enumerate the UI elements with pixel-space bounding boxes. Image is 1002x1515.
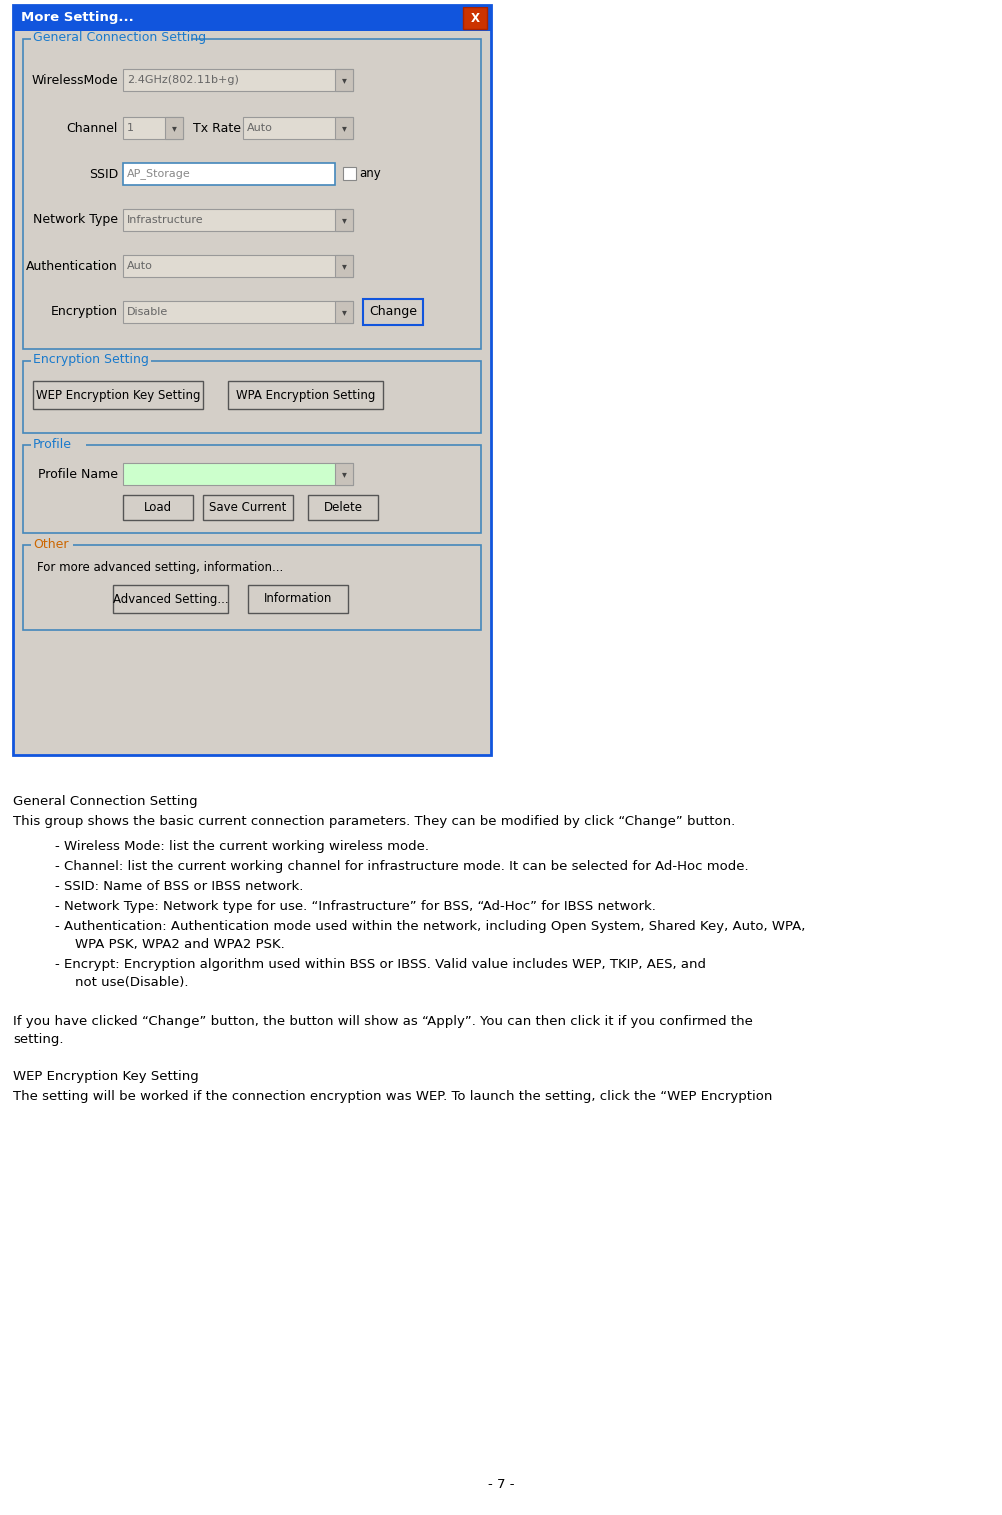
Text: Delete: Delete — [324, 501, 362, 514]
Text: not use(Disable).: not use(Disable). — [75, 976, 188, 989]
Text: - Channel: list the current working channel for infrastructure mode. It can be s: - Channel: list the current working chan… — [55, 861, 747, 873]
Text: any: any — [359, 168, 381, 180]
Bar — [227, 380, 383, 409]
Text: More Setting...: More Setting... — [21, 12, 133, 24]
Text: - Encrypt: Encryption algorithm used within BSS or IBSS. Valid value includes WE: - Encrypt: Encryption algorithm used wit… — [55, 957, 705, 971]
Bar — [335, 255, 353, 277]
Bar — [113, 585, 227, 614]
Text: Tx Rate: Tx Rate — [192, 121, 240, 135]
Bar — [33, 380, 202, 409]
Text: If you have clicked “Change” button, the button will show as “Apply”. You can th: If you have clicked “Change” button, the… — [13, 1015, 753, 1029]
Bar — [13, 5, 491, 30]
Text: - 7 -: - 7 - — [488, 1479, 514, 1491]
Bar — [23, 545, 481, 630]
Bar — [123, 117, 182, 139]
Bar — [335, 301, 353, 323]
Text: 2.4GHz(802.11b+g): 2.4GHz(802.11b+g) — [127, 76, 238, 85]
Bar — [123, 70, 353, 91]
Text: General Connection Setting: General Connection Setting — [13, 795, 197, 807]
Text: - Authentication: Authentication mode used within the network, including Open Sy: - Authentication: Authentication mode us… — [55, 920, 805, 933]
Text: The setting will be worked if the connection encryption was WEP. To launch the s: The setting will be worked if the connec… — [13, 1089, 772, 1103]
Bar — [363, 298, 423, 326]
Bar — [123, 209, 353, 230]
Bar — [123, 301, 353, 323]
Text: General Connection Setting: General Connection Setting — [33, 32, 206, 44]
Text: - SSID: Name of BSS or IBSS network.: - SSID: Name of BSS or IBSS network. — [55, 880, 303, 892]
Text: Profile: Profile — [33, 438, 72, 450]
Text: Authentication: Authentication — [26, 259, 118, 273]
Text: 1: 1 — [127, 123, 134, 133]
Bar — [123, 164, 335, 185]
Text: WPA PSK, WPA2 and WPA2 PSK.: WPA PSK, WPA2 and WPA2 PSK. — [75, 938, 285, 951]
Bar — [123, 464, 353, 485]
Bar — [123, 495, 192, 520]
Text: Infrastructure: Infrastructure — [127, 215, 203, 226]
Bar — [13, 30, 491, 754]
Bar — [23, 39, 481, 348]
Text: ▾: ▾ — [342, 123, 346, 133]
Bar — [335, 209, 353, 230]
Bar — [31, 353, 151, 370]
Text: Network Type: Network Type — [33, 214, 118, 227]
Text: SSID: SSID — [88, 168, 118, 180]
Text: setting.: setting. — [13, 1033, 63, 1045]
Text: This group shows the basic current connection parameters. They can be modified b: This group shows the basic current conne… — [13, 815, 734, 829]
Text: Information: Information — [264, 592, 332, 606]
Text: X: X — [470, 12, 479, 24]
Bar — [165, 117, 182, 139]
Text: Channel: Channel — [66, 121, 118, 135]
Text: - Network Type: Network type for use. “Infrastructure” for BSS, “Ad-Hoc” for IBS: - Network Type: Network type for use. “I… — [55, 900, 655, 914]
Text: - Wireless Mode: list the current working wireless mode.: - Wireless Mode: list the current workin… — [55, 839, 429, 853]
Text: ▾: ▾ — [342, 470, 346, 479]
Text: For more advanced setting, information...: For more advanced setting, information..… — [37, 561, 283, 574]
Text: Advanced Setting...: Advanced Setting... — [112, 592, 228, 606]
Text: WEP Encryption Key Setting: WEP Encryption Key Setting — [36, 388, 200, 401]
Bar — [123, 255, 353, 277]
Text: Profile Name: Profile Name — [38, 468, 118, 480]
Bar — [242, 117, 353, 139]
Text: Auto: Auto — [246, 123, 273, 133]
Bar — [463, 8, 487, 29]
Bar — [31, 536, 73, 553]
Text: Encryption: Encryption — [51, 306, 118, 318]
Text: WEP Encryption Key Setting: WEP Encryption Key Setting — [13, 1070, 198, 1083]
Bar — [23, 361, 481, 433]
Text: Other: Other — [33, 538, 68, 550]
Text: ▾: ▾ — [342, 76, 346, 85]
Bar — [247, 585, 348, 614]
Text: Auto: Auto — [127, 261, 152, 271]
Text: WPA Encryption Setting: WPA Encryption Setting — [235, 388, 375, 401]
Bar — [23, 445, 481, 533]
Bar — [13, 5, 491, 754]
Text: Save Current: Save Current — [209, 501, 287, 514]
Text: WirelessMode: WirelessMode — [31, 74, 118, 86]
Text: Disable: Disable — [127, 308, 168, 317]
Text: ▾: ▾ — [171, 123, 176, 133]
Text: AP_Storage: AP_Storage — [127, 168, 190, 179]
Bar — [202, 495, 293, 520]
Text: Encryption Setting: Encryption Setting — [33, 353, 148, 367]
Bar — [335, 70, 353, 91]
Bar — [335, 117, 353, 139]
Bar — [31, 436, 86, 453]
Text: Load: Load — [144, 501, 172, 514]
Text: ▾: ▾ — [342, 261, 346, 271]
Bar — [335, 464, 353, 485]
Bar — [31, 30, 190, 47]
Bar — [343, 167, 356, 180]
Text: ▾: ▾ — [342, 308, 346, 317]
Text: ▾: ▾ — [342, 215, 346, 226]
Text: Change: Change — [369, 306, 417, 318]
Bar — [308, 495, 378, 520]
